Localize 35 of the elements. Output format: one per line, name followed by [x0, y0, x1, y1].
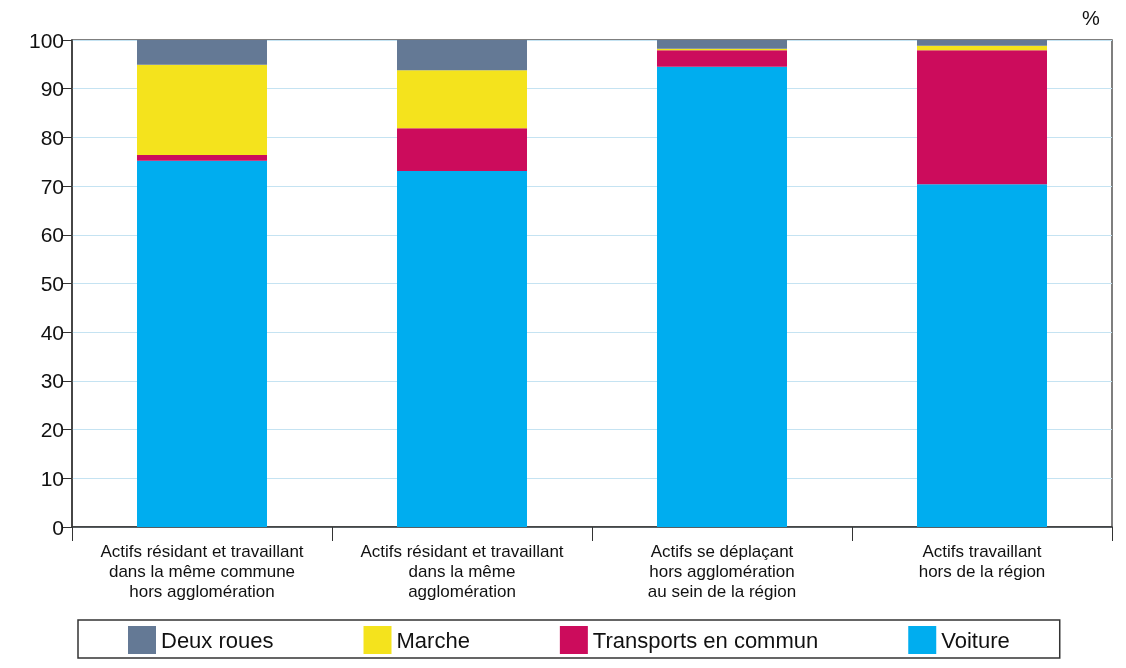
- y-tick-label: 10: [40, 466, 64, 490]
- bar: [657, 40, 787, 49]
- x-tick-label: Actifs résidant et travaillant dans la même agglomération: [360, 541, 564, 601]
- y-axis-title: %: [1082, 7, 1100, 29]
- x-tick-label: Actifs travaillant hors de la région: [918, 541, 1046, 581]
- bar: [137, 64, 267, 155]
- y-tick-label: 90: [40, 77, 64, 101]
- legend-label: Deux roues: [161, 627, 274, 653]
- bar: [917, 50, 1047, 185]
- y-tick-label: 0: [52, 515, 64, 539]
- bar: [137, 154, 267, 161]
- y-tick-label: 60: [40, 223, 64, 247]
- bar: [657, 50, 787, 67]
- y-tick-label: 70: [40, 174, 64, 198]
- y-tick-label: 20: [40, 418, 64, 442]
- legend-label: Voiture: [941, 627, 1010, 653]
- bar: [657, 66, 787, 527]
- bar: [137, 160, 267, 527]
- y-tick-label: 30: [40, 369, 64, 393]
- y-tick-label: 80: [40, 125, 64, 149]
- x-tick-label: Actifs résidant et travaillant dans la même commune hors agglomération: [100, 541, 304, 601]
- bar: [397, 128, 527, 171]
- bar: [137, 40, 267, 65]
- y-tick-label: 100: [28, 28, 64, 52]
- bar: [397, 70, 527, 129]
- bar: [917, 45, 1047, 51]
- bar: [397, 40, 527, 71]
- bar: [917, 184, 1047, 527]
- y-tick-label: 50: [40, 272, 64, 295]
- bar: [917, 40, 1047, 46]
- legend-label: Transports en commun: [592, 627, 819, 653]
- legend-label: Marche: [396, 627, 470, 653]
- y-tick-label: 40: [40, 320, 64, 344]
- x-tick-label: Actifs se déplaçant hors agglomération au sein de la région: [647, 541, 797, 601]
- bar: [397, 171, 527, 527]
